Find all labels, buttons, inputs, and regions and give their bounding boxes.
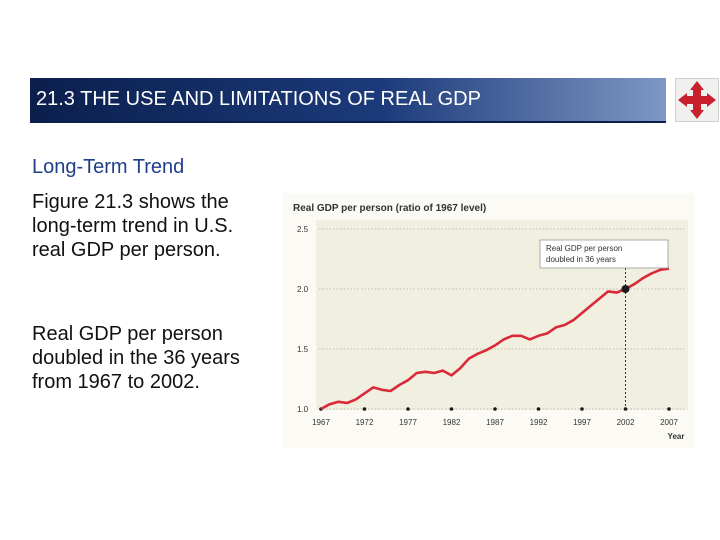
y-tick-label: 2.0 xyxy=(297,285,309,294)
annotation-line-1: Real GDP per person xyxy=(546,244,622,253)
y-tick-label: 1.5 xyxy=(297,345,309,354)
x-tick-marker xyxy=(623,407,628,411)
y-axis-ticks: 1.0 1.5 2.0 2.5 xyxy=(297,225,309,414)
section-subheading: Long-Term Trend xyxy=(32,156,185,178)
gdp-chart-card: Real GDP per person (ratio of 1967 level… xyxy=(283,193,695,448)
navigation-icon[interactable] xyxy=(675,78,719,122)
title-bar xyxy=(30,78,666,123)
x-tick-label: 1967 xyxy=(312,418,330,427)
move-arrows-icon xyxy=(678,81,716,119)
x-tick-marker xyxy=(449,407,454,411)
annotation-point xyxy=(621,285,630,293)
paragraph-trend: Figure 21.3 shows the long-term trend in… xyxy=(32,191,234,261)
x-tick-label: 1972 xyxy=(356,418,374,427)
x-tick-marker xyxy=(580,407,584,411)
x-tick-marker xyxy=(667,407,671,411)
x-tick-label: 2007 xyxy=(660,418,678,427)
x-tick-marker xyxy=(362,407,367,411)
chart-title: Real GDP per person (ratio of 1967 level… xyxy=(293,203,486,214)
x-tick-marker xyxy=(536,407,541,411)
y-tick-label: 2.5 xyxy=(297,225,309,234)
x-axis-ticks: 1967 1972 1977 1982 1987 1992 1997 2002 2007 xyxy=(312,418,678,427)
series-line-real-gdp xyxy=(320,267,670,411)
gdp-chart: Real GDP per person (ratio of 1967 level… xyxy=(293,203,688,441)
x-tick-label: 1977 xyxy=(399,418,417,427)
x-tick-marker xyxy=(406,407,410,411)
x-tick-label: 1982 xyxy=(443,418,461,427)
x-tick-label: 2002 xyxy=(617,418,635,427)
x-tick-marker xyxy=(493,407,497,411)
x-tick-label: 1992 xyxy=(530,418,548,427)
x-axis-label: Year xyxy=(668,432,685,441)
y-tick-label: 1.0 xyxy=(297,405,309,414)
x-tick-label: 1997 xyxy=(573,418,591,427)
slide-title: 21.3 THE USE AND LIMITATIONS OF REAL GDP xyxy=(36,88,481,110)
x-tick-label: 1987 xyxy=(486,418,504,427)
annotation-line-2: doubled in 36 years xyxy=(546,255,616,264)
x-axis-markers xyxy=(319,407,671,411)
annotation-box xyxy=(539,239,669,269)
paragraph-doubled: Real GDP per person doubled in the 36 ye… xyxy=(32,323,240,393)
